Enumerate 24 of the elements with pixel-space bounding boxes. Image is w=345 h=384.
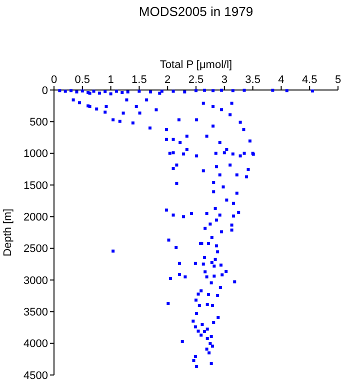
x-axis-title: Total P [μmol/l]: [160, 59, 232, 71]
x-tick-label: 1: [108, 74, 114, 86]
y-tick-label: 2500: [24, 243, 48, 256]
x-tick-label: 4.5: [302, 74, 318, 86]
y-tick-label: 500: [30, 116, 48, 129]
x-tick-label: 3: [221, 74, 228, 86]
x-tick-label: 2: [164, 74, 171, 86]
x-tick-label: 0.5: [74, 74, 90, 86]
y-tick-label: 0: [42, 84, 48, 97]
y-tick-label: 2000: [24, 212, 48, 224]
y-tick-label: 3500: [24, 306, 48, 319]
y-tick-label: 1000: [24, 148, 48, 160]
x-tick-label: 0: [50, 74, 58, 86]
y-tick-label: 4000: [24, 338, 48, 350]
x-tick-label: 4: [278, 74, 284, 86]
chart-title: MODS2005 in 1979: [138, 4, 254, 19]
x-tick-label: 2.5: [188, 74, 204, 86]
y-tick-label: 1500: [24, 180, 48, 192]
x-tick-label: 5: [334, 74, 342, 86]
x-tick-label: 3.5: [245, 74, 260, 86]
x-tick-label: 1.5: [132, 74, 147, 86]
y-tick-label: 4500: [24, 370, 48, 382]
y-tick-label: 3000: [24, 274, 48, 287]
y-axis-title: Depth [m]: [2, 208, 14, 256]
